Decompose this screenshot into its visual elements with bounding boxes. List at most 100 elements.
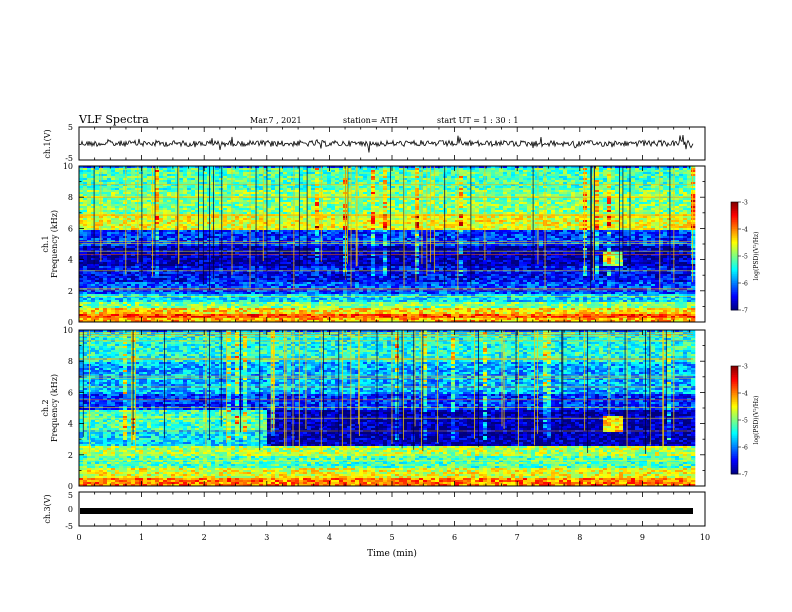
spectrogram-cell	[107, 224, 111, 226]
spectrogram-cell	[91, 220, 95, 222]
spectrogram-cell	[95, 240, 99, 242]
spectrogram-cell	[295, 274, 299, 276]
spectrogram-cell	[147, 228, 151, 230]
spectrogram-cell	[179, 180, 183, 182]
spectrogram-cell	[283, 190, 287, 192]
spectrogram-cell	[95, 256, 99, 258]
spectrogram-cell	[227, 282, 231, 284]
spectrogram-cell	[159, 228, 163, 230]
spectrogram-cell	[159, 226, 163, 228]
spectrogram-cell	[307, 194, 311, 196]
spectrogram-cell	[291, 200, 295, 202]
spectrogram-cell	[111, 234, 115, 236]
spectrogram-cell	[303, 290, 307, 292]
spectrogram-cell	[115, 172, 119, 174]
spectrogram-cell	[139, 290, 143, 292]
spectrogram-cell	[179, 198, 183, 200]
spectrogram-cell	[215, 198, 219, 200]
spectrogram-cell	[103, 264, 107, 266]
spectrogram-cell	[135, 264, 139, 266]
spectrogram-cell	[303, 262, 307, 264]
spectrogram-cell	[215, 218, 219, 220]
spectrogram-cell	[147, 204, 151, 206]
spectrogram-cell	[111, 174, 115, 176]
spectrogram-cell	[223, 274, 227, 276]
spectrogram-cell	[259, 264, 263, 266]
spectrogram-cell	[183, 268, 187, 270]
spectrogram-cell	[159, 282, 163, 284]
spectrogram-cell	[191, 280, 195, 282]
spectrogram-cell	[171, 248, 175, 250]
spectrogram-cell	[239, 280, 243, 282]
spectrogram-cell	[327, 174, 331, 176]
spectrogram-cell	[135, 272, 139, 274]
spectrogram-cell	[83, 246, 87, 248]
spectrogram-cell	[135, 174, 139, 176]
spectrogram-cell	[259, 294, 263, 296]
spectrogram-cell	[95, 252, 99, 254]
spectrogram-cell	[143, 276, 147, 278]
spectrogram-cell	[115, 306, 119, 308]
spectrogram-cell	[135, 302, 139, 304]
spectrogram-cell	[183, 170, 187, 172]
spectrogram-cell	[191, 260, 195, 262]
spectrogram-cell	[327, 286, 331, 288]
spectrogram-cell	[279, 272, 283, 274]
spectrogram-cell	[247, 206, 251, 208]
spectrogram-cell	[123, 194, 127, 196]
spectrogram-cell	[179, 230, 183, 232]
spectrogram-cell	[83, 314, 87, 316]
spectrogram-cell	[239, 282, 243, 284]
spectrogram-cell	[115, 174, 119, 176]
spectrogram-cell	[151, 208, 155, 210]
spectrogram-cell	[91, 210, 95, 212]
spectrogram-cell	[255, 212, 259, 214]
spectrogram-cell	[275, 262, 279, 264]
spectrogram-cell	[83, 272, 87, 274]
spectrogram-cell	[323, 230, 327, 232]
spectrogram-cell	[103, 178, 107, 180]
spectrogram-cell	[119, 302, 123, 304]
spectrogram-cell	[115, 286, 119, 288]
spectrogram-cell	[95, 280, 99, 282]
spectrogram-cell	[111, 286, 115, 288]
spectrogram-cell	[115, 168, 119, 170]
spectrogram-cell	[243, 306, 247, 308]
spectrogram-cell	[247, 266, 251, 268]
spectrogram-cell	[163, 168, 167, 170]
spectrogram-cell	[239, 310, 243, 312]
spectrogram-cell	[79, 304, 83, 306]
spectrogram-cell	[291, 238, 295, 240]
spectrogram-cell	[183, 266, 187, 268]
spectrogram-cell	[83, 300, 87, 302]
spectrogram-cell	[299, 300, 303, 302]
spectrogram-cell	[115, 222, 119, 224]
spectrogram-cell	[187, 308, 191, 310]
spectrogram-cell	[315, 216, 319, 218]
spectrogram-cell	[107, 180, 111, 182]
spectrogram-cell	[251, 244, 255, 246]
spectrogram-cell	[291, 206, 295, 208]
spectrogram-cell	[127, 172, 131, 174]
spectrogram-cell	[275, 210, 279, 212]
spectrogram-cell	[83, 180, 87, 182]
spectrogram-cell	[163, 248, 167, 250]
spectrogram-cell	[123, 178, 127, 180]
spectrogram-cell	[243, 294, 247, 296]
spectrogram-cell	[287, 312, 291, 314]
spectrogram-cell	[199, 182, 203, 184]
spectrogram-cell	[239, 230, 243, 232]
spectrogram-cell	[315, 234, 319, 236]
spectrogram-cell	[87, 304, 91, 306]
spectrogram-cell	[327, 248, 331, 250]
spectrogram-cell	[223, 170, 227, 172]
spectrogram-cell	[279, 314, 283, 316]
spectrogram-cell	[187, 284, 191, 286]
spectrogram-cell	[83, 286, 87, 288]
spectrogram-cell	[255, 176, 259, 178]
spectrogram-cell	[139, 216, 143, 218]
spectrogram-cell	[303, 284, 307, 286]
spectrogram-cell	[123, 188, 127, 190]
spectrogram-cell	[91, 298, 95, 300]
spectrogram-cell	[271, 318, 275, 320]
